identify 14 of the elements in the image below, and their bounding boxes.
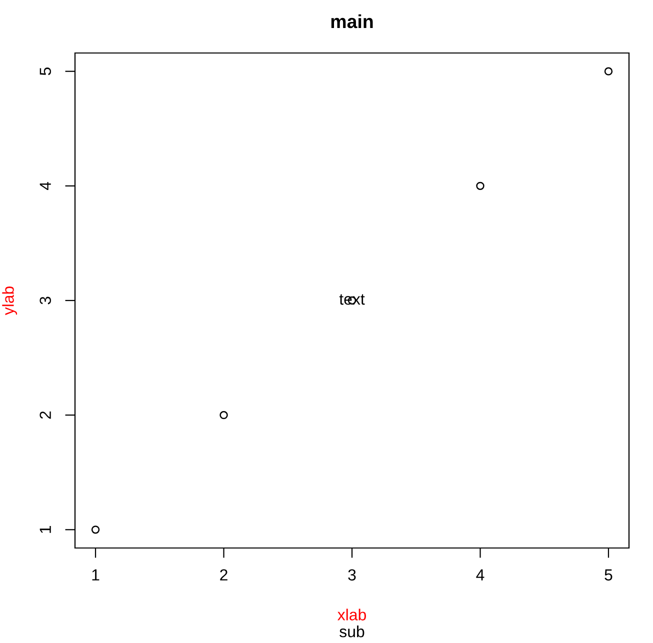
x-tick-label: 3 <box>348 569 356 581</box>
x-tick-label: 2 <box>220 569 228 580</box>
y-axis-title: ylab <box>2 286 18 316</box>
y-tick-label: 1 <box>40 526 51 533</box>
y-tick-label: 2 <box>40 411 51 419</box>
text: sub <box>340 626 364 638</box>
chart-title: main <box>331 14 373 28</box>
x-tick-label: 4 <box>476 569 484 580</box>
x-axis-title: xlab <box>338 608 366 620</box>
x-tick-label: 5 <box>604 569 612 581</box>
y-tick-label: 4 <box>40 182 51 190</box>
y-tick-label: 5 <box>40 68 52 76</box>
y-tick-label: 3 <box>40 296 52 304</box>
x-tick-label: 1 <box>92 569 100 580</box>
